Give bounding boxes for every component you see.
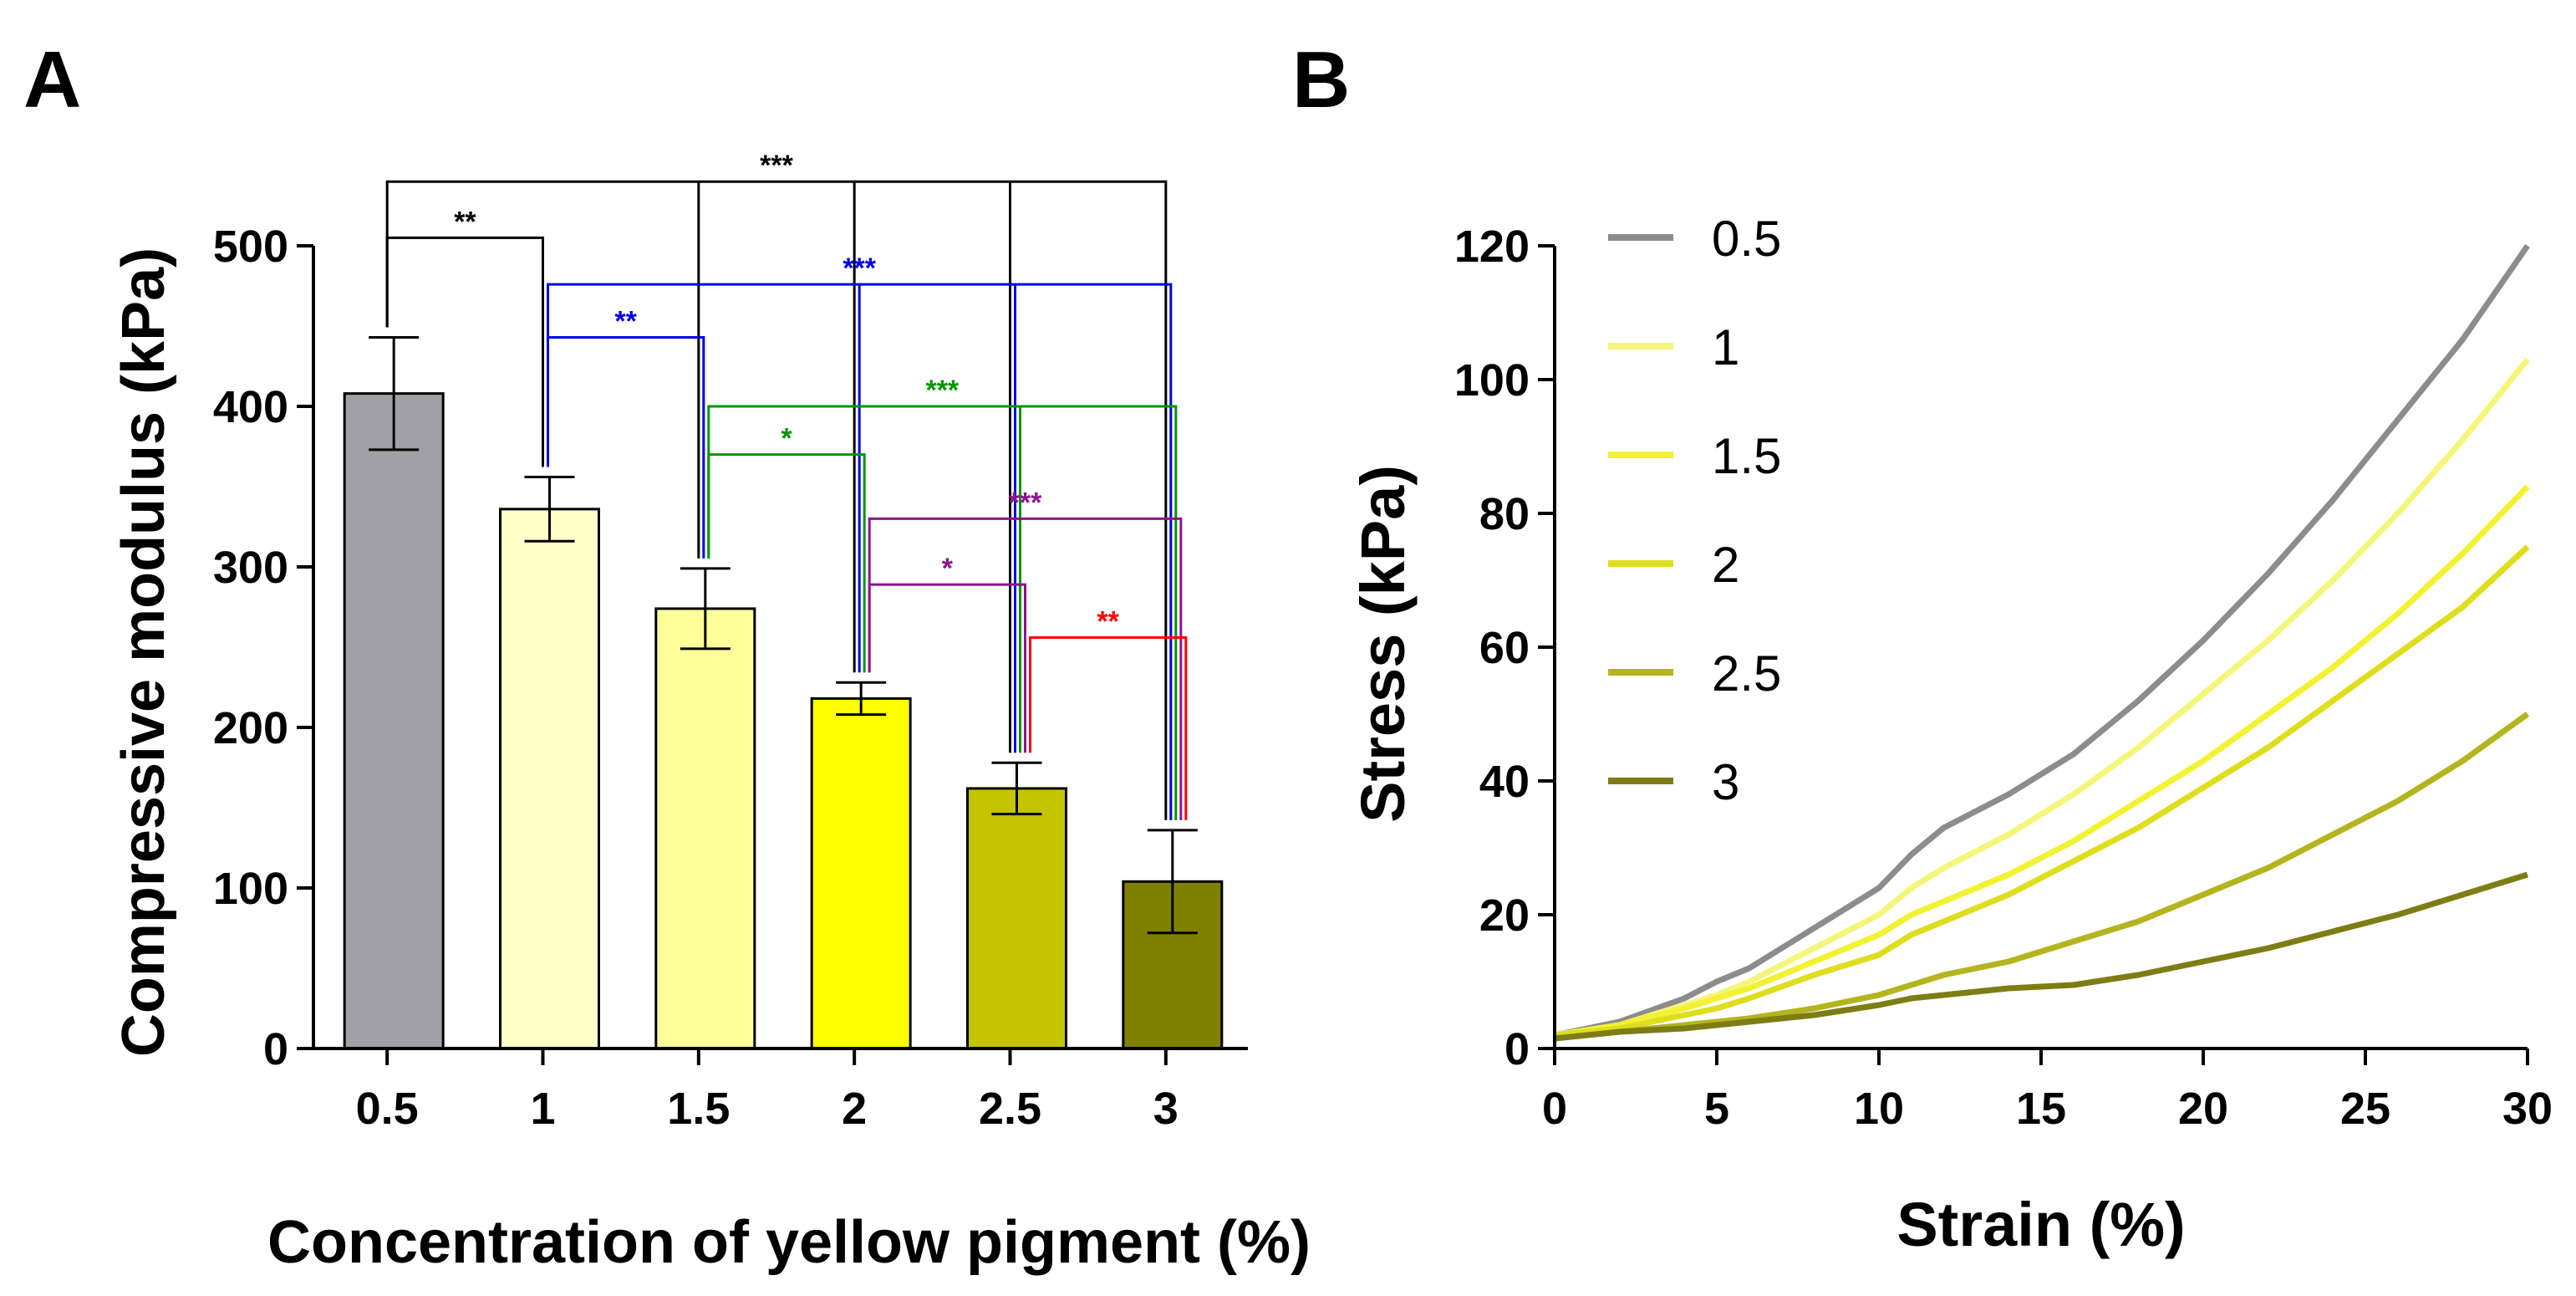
x-tick-label: 25 [2340,1084,2390,1134]
significance-label: ** [454,206,476,237]
y-tick-label: 120 [1454,222,1530,272]
bar-2 [810,696,912,1050]
x-tick-label: 5 [1704,1084,1729,1134]
y-tick-label: 400 [213,382,288,432]
bars [343,392,1224,1050]
y-tick-label: 0 [1504,1024,1530,1074]
axes: 0 20 40 60 80 100 120 0 5 10 15 20 25 30 [1454,222,2553,1134]
y-axis-title: Stress (kPa) [1348,465,1418,823]
significance-label: *** [1009,487,1042,518]
y-tick-label: 0 [263,1024,288,1074]
x-tick-label: 1 [530,1084,555,1134]
series-line-2.5 [1554,712,2530,1042]
x-tick-label: 0.5 [356,1084,419,1134]
x-axis-title: Strain (%) [1896,1190,2185,1259]
x-tick-label: 1.5 [667,1084,730,1134]
series-line-3 [1554,871,2529,1042]
x-tick-label: 20 [2178,1084,2228,1134]
legend-label: 0.5 [1712,211,1781,267]
y-tick-label: 200 [213,703,288,753]
x-tick-label: 10 [1854,1084,1904,1134]
y-tick-label: 300 [213,543,288,593]
line-chart-panel: 0 20 40 60 80 100 120 0 5 10 15 20 25 30 0.5 1 1.5 2 2.5 3… [1348,211,2553,1259]
series-line-2 [1554,544,2530,1038]
significance-bracket-red-8 [1029,635,1188,820]
y-tick-label: 60 [1479,623,1530,673]
legend: 0.5 1 1.5 2 2.5 3 [1608,211,1781,810]
x-tick-label: 2.5 [979,1084,1041,1134]
y-tick-label: 40 [1479,757,1530,807]
legend-label: 2.5 [1712,645,1781,702]
x-tick-label: 2 [842,1084,867,1134]
x-tick-label: 15 [2016,1084,2066,1134]
x-tick-label: 3 [1153,1084,1179,1134]
bar-2.5 [966,787,1067,1050]
x-axis-title: Concentration of yellow pigment (%) [267,1209,1311,1276]
error-bars [369,335,1198,935]
significance-label: *** [843,253,876,284]
y-axis-title: Compressive modulus (kPa) [110,247,177,1057]
y-tick-label: 100 [213,864,288,914]
significance-bracket-purple-7 [868,517,1183,820]
legend-label: 3 [1712,754,1739,810]
y-tick-label: 500 [213,222,288,272]
legend-label: 2 [1712,537,1739,593]
series-line-0.5 [1554,244,2530,1038]
significance-label: ** [1097,605,1119,637]
y-tick-label: 20 [1479,890,1530,941]
axes: 0 100 200 300 400 500 0.5 1 1.5 2 2.5 3 [213,222,1248,1134]
panel-b-letter: B [1292,35,1350,125]
significance-label: ** [614,305,637,337]
significance-label: *** [760,150,793,181]
significance-brackets: ******************** [385,150,1188,820]
panel-a-letter: A [23,35,81,125]
series-line-1.5 [1554,484,2530,1038]
y-tick-label: 100 [1454,355,1530,406]
series-line-1 [1554,357,2530,1038]
significance-label: * [781,423,792,455]
significance-label: *** [925,375,959,406]
significance-bracket-green-5 [707,405,1178,820]
series-lines [1554,244,2530,1042]
x-tick-label: 0 [1542,1084,1567,1134]
x-tick-label: 30 [2502,1084,2553,1134]
bar-1.5 [654,607,756,1050]
bar-chart-panel: ******************** 01002003004005000.5… [110,150,1311,1276]
legend-label: 1 [1712,319,1739,375]
bar-1 [499,508,600,1050]
significance-bracket-black-1 [385,180,1168,820]
y-tick-label: 80 [1479,489,1530,539]
legend-label: 1.5 [1712,428,1781,484]
significance-label: * [942,553,954,584]
bar-0.5 [343,392,445,1050]
